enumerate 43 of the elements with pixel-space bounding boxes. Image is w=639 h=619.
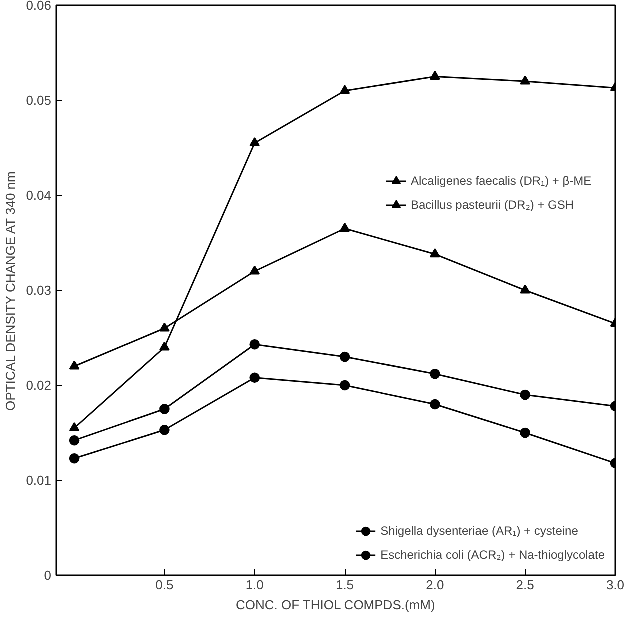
y-tick-label: 0.06	[26, 0, 52, 13]
x-tick-label: 1.5	[336, 578, 354, 592]
y-tick-label: 0.05	[26, 93, 52, 108]
point	[250, 340, 260, 350]
point	[250, 372, 260, 384]
y-tick-label: 0.04	[26, 188, 52, 203]
point	[340, 380, 350, 391]
point	[160, 404, 170, 414]
point	[160, 322, 170, 332]
point	[520, 76, 530, 85]
y-tick-label: 0	[44, 568, 52, 583]
legend-label: Alcaligenes faecalis (DR₁) + β-ME	[411, 174, 592, 188]
x-tick-label: 2.5	[516, 578, 534, 592]
point	[250, 137, 260, 146]
point	[430, 248, 440, 258]
point	[160, 425, 170, 436]
point	[340, 85, 350, 94]
legend-label: Shigella dysenteriae (AR₁) + cysteine	[380, 524, 578, 538]
point	[520, 284, 530, 294]
x-tick-label: 1.0	[246, 578, 264, 592]
point	[430, 70, 440, 80]
point	[340, 222, 350, 232]
point	[430, 368, 440, 380]
point	[160, 342, 170, 351]
point	[430, 399, 440, 410]
point	[520, 390, 530, 400]
y-tick-label: 0.01	[26, 473, 52, 488]
point	[69, 435, 80, 446]
legend-label: Bacillus pasteurii (DR₂) + GSH	[411, 198, 574, 212]
x-tick-label: 2.0	[426, 578, 444, 592]
y-tick-label: 0.02	[26, 378, 52, 393]
point	[69, 454, 80, 464]
x-axis-title: CONC. OF THIOL COMPDS.(mM)	[236, 598, 436, 612]
legend-label: Escherichia coli (ACR₂) + Na-thioglycolate	[380, 548, 605, 562]
point	[520, 428, 530, 438]
point	[250, 266, 260, 275]
point	[69, 422, 80, 432]
y-tick-label: 0.03	[26, 283, 52, 298]
point	[340, 352, 350, 362]
point	[69, 360, 80, 370]
y-axis-title: OPTICAL DENSITY CHANGE AT 340 nm	[3, 172, 18, 412]
x-tick-label: 0.5	[156, 578, 174, 592]
x-tick-label: 3.0	[606, 578, 625, 592]
